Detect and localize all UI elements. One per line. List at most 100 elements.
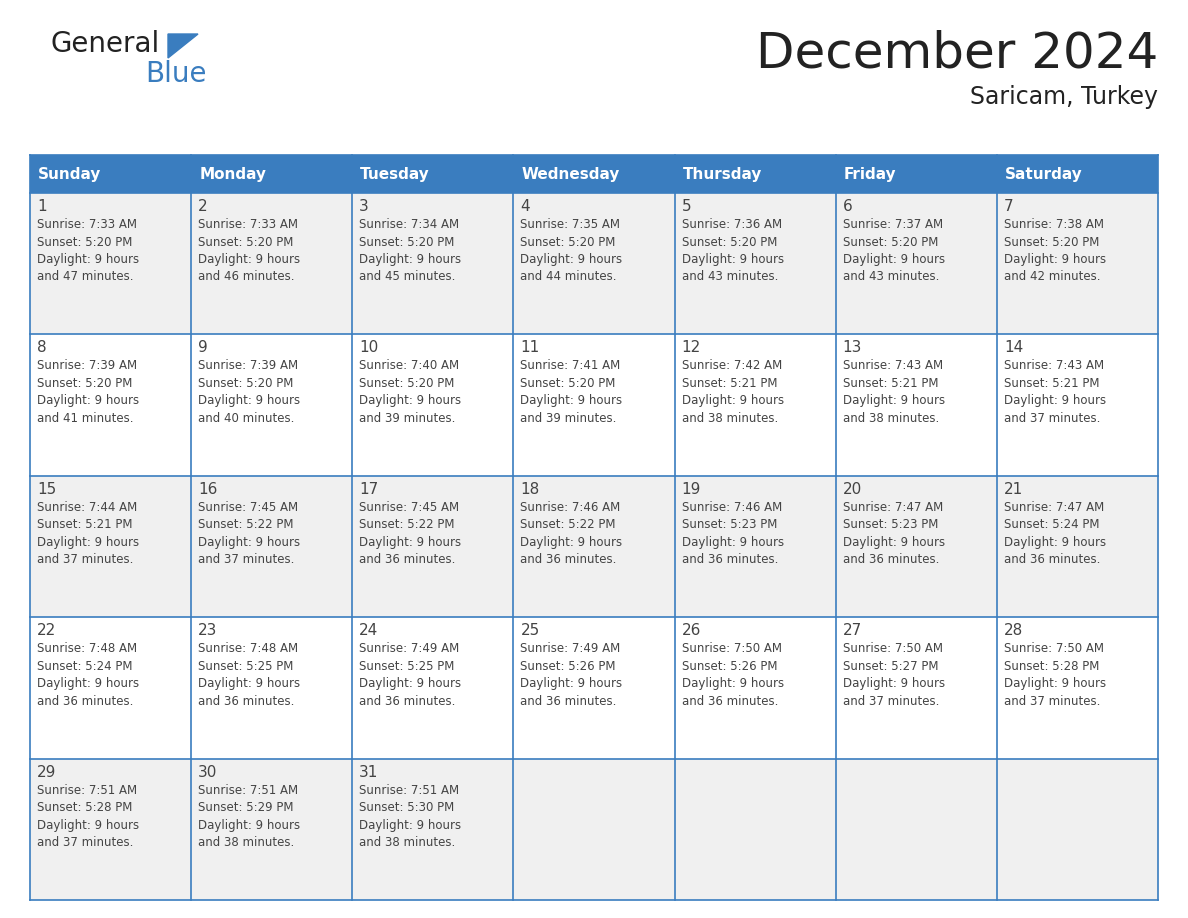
- Text: Sunrise: 7:46 AM: Sunrise: 7:46 AM: [682, 501, 782, 514]
- Text: Daylight: 9 hours: Daylight: 9 hours: [37, 253, 139, 266]
- Text: 18: 18: [520, 482, 539, 497]
- Text: 29: 29: [37, 765, 56, 779]
- Text: and 36 minutes.: and 36 minutes.: [359, 695, 456, 708]
- Text: Sunset: 5:22 PM: Sunset: 5:22 PM: [520, 519, 615, 532]
- Text: Daylight: 9 hours: Daylight: 9 hours: [198, 677, 301, 690]
- Bar: [835, 155, 997, 193]
- Text: Sunrise: 7:33 AM: Sunrise: 7:33 AM: [198, 218, 298, 231]
- Text: General: General: [50, 30, 159, 58]
- Text: and 37 minutes.: and 37 minutes.: [842, 695, 939, 708]
- Text: and 36 minutes.: and 36 minutes.: [37, 695, 133, 708]
- Text: and 36 minutes.: and 36 minutes.: [1004, 554, 1100, 566]
- Text: 17: 17: [359, 482, 379, 497]
- Bar: [675, 193, 835, 334]
- Text: Daylight: 9 hours: Daylight: 9 hours: [842, 253, 944, 266]
- Text: Daylight: 9 hours: Daylight: 9 hours: [682, 536, 784, 549]
- Text: and 36 minutes.: and 36 minutes.: [198, 695, 295, 708]
- Text: and 36 minutes.: and 36 minutes.: [682, 554, 778, 566]
- Text: Sunset: 5:20 PM: Sunset: 5:20 PM: [842, 236, 939, 249]
- Bar: [835, 476, 997, 617]
- Text: Sunset: 5:26 PM: Sunset: 5:26 PM: [682, 660, 777, 673]
- Text: 16: 16: [198, 482, 217, 497]
- Text: and 38 minutes.: and 38 minutes.: [359, 836, 455, 849]
- Text: Sunset: 5:20 PM: Sunset: 5:20 PM: [1004, 236, 1099, 249]
- Bar: [675, 155, 835, 193]
- Bar: [835, 758, 997, 900]
- Text: Tuesday: Tuesday: [360, 166, 430, 182]
- Text: Sunset: 5:23 PM: Sunset: 5:23 PM: [682, 519, 777, 532]
- Text: Sunrise: 7:43 AM: Sunrise: 7:43 AM: [842, 360, 943, 373]
- Text: 30: 30: [198, 765, 217, 779]
- Bar: [675, 334, 835, 476]
- Bar: [675, 617, 835, 758]
- Text: 22: 22: [37, 623, 56, 638]
- Bar: [191, 155, 353, 193]
- Text: Sunrise: 7:50 AM: Sunrise: 7:50 AM: [1004, 643, 1104, 655]
- Text: Sunset: 5:22 PM: Sunset: 5:22 PM: [198, 519, 293, 532]
- Bar: [30, 758, 191, 900]
- Text: Thursday: Thursday: [683, 166, 762, 182]
- Text: Sunset: 5:20 PM: Sunset: 5:20 PM: [520, 377, 615, 390]
- Bar: [997, 193, 1158, 334]
- Bar: [191, 476, 353, 617]
- Text: and 41 minutes.: and 41 minutes.: [37, 412, 133, 425]
- Text: Saturday: Saturday: [1005, 166, 1082, 182]
- Text: Sunrise: 7:50 AM: Sunrise: 7:50 AM: [842, 643, 943, 655]
- Text: Sunset: 5:30 PM: Sunset: 5:30 PM: [359, 801, 455, 814]
- Text: Sunrise: 7:36 AM: Sunrise: 7:36 AM: [682, 218, 782, 231]
- Text: 3: 3: [359, 199, 369, 214]
- Text: Daylight: 9 hours: Daylight: 9 hours: [359, 819, 461, 832]
- Text: Daylight: 9 hours: Daylight: 9 hours: [37, 819, 139, 832]
- Text: Daylight: 9 hours: Daylight: 9 hours: [198, 253, 301, 266]
- Text: Sunset: 5:20 PM: Sunset: 5:20 PM: [682, 236, 777, 249]
- Text: 13: 13: [842, 341, 862, 355]
- Text: 21: 21: [1004, 482, 1023, 497]
- Text: 24: 24: [359, 623, 379, 638]
- Bar: [675, 476, 835, 617]
- Text: and 44 minutes.: and 44 minutes.: [520, 271, 617, 284]
- Text: Sunrise: 7:47 AM: Sunrise: 7:47 AM: [1004, 501, 1104, 514]
- Text: and 37 minutes.: and 37 minutes.: [1004, 695, 1100, 708]
- Text: Daylight: 9 hours: Daylight: 9 hours: [1004, 395, 1106, 408]
- Text: Sunrise: 7:51 AM: Sunrise: 7:51 AM: [359, 784, 460, 797]
- Text: 11: 11: [520, 341, 539, 355]
- Bar: [191, 758, 353, 900]
- Text: Daylight: 9 hours: Daylight: 9 hours: [842, 395, 944, 408]
- Text: 23: 23: [198, 623, 217, 638]
- Text: Sunrise: 7:39 AM: Sunrise: 7:39 AM: [37, 360, 137, 373]
- Text: Daylight: 9 hours: Daylight: 9 hours: [37, 536, 139, 549]
- Text: 12: 12: [682, 341, 701, 355]
- Bar: [353, 334, 513, 476]
- Text: Sunrise: 7:40 AM: Sunrise: 7:40 AM: [359, 360, 460, 373]
- Text: Sunrise: 7:49 AM: Sunrise: 7:49 AM: [520, 643, 620, 655]
- Text: and 42 minutes.: and 42 minutes.: [1004, 271, 1100, 284]
- Text: Sunset: 5:20 PM: Sunset: 5:20 PM: [198, 377, 293, 390]
- Bar: [513, 476, 675, 617]
- Bar: [997, 758, 1158, 900]
- Text: Daylight: 9 hours: Daylight: 9 hours: [37, 677, 139, 690]
- Text: Daylight: 9 hours: Daylight: 9 hours: [520, 536, 623, 549]
- Text: Sunrise: 7:42 AM: Sunrise: 7:42 AM: [682, 360, 782, 373]
- Text: Daylight: 9 hours: Daylight: 9 hours: [359, 677, 461, 690]
- Bar: [997, 617, 1158, 758]
- Text: Sunrise: 7:51 AM: Sunrise: 7:51 AM: [37, 784, 137, 797]
- Text: Sunrise: 7:50 AM: Sunrise: 7:50 AM: [682, 643, 782, 655]
- Text: Sunrise: 7:37 AM: Sunrise: 7:37 AM: [842, 218, 943, 231]
- Text: Sunset: 5:29 PM: Sunset: 5:29 PM: [198, 801, 293, 814]
- Text: Daylight: 9 hours: Daylight: 9 hours: [198, 536, 301, 549]
- Text: Sunset: 5:28 PM: Sunset: 5:28 PM: [1004, 660, 1099, 673]
- Text: Sunrise: 7:35 AM: Sunrise: 7:35 AM: [520, 218, 620, 231]
- Text: and 38 minutes.: and 38 minutes.: [682, 412, 778, 425]
- Text: Sunrise: 7:45 AM: Sunrise: 7:45 AM: [198, 501, 298, 514]
- Text: Sunset: 5:21 PM: Sunset: 5:21 PM: [1004, 377, 1099, 390]
- Text: and 43 minutes.: and 43 minutes.: [842, 271, 939, 284]
- Bar: [353, 617, 513, 758]
- Text: and 39 minutes.: and 39 minutes.: [520, 412, 617, 425]
- Text: Sunset: 5:20 PM: Sunset: 5:20 PM: [37, 377, 132, 390]
- Text: and 43 minutes.: and 43 minutes.: [682, 271, 778, 284]
- Text: Sunset: 5:20 PM: Sunset: 5:20 PM: [359, 377, 455, 390]
- Bar: [997, 155, 1158, 193]
- Bar: [30, 155, 191, 193]
- Text: 31: 31: [359, 765, 379, 779]
- Text: Sunset: 5:21 PM: Sunset: 5:21 PM: [682, 377, 777, 390]
